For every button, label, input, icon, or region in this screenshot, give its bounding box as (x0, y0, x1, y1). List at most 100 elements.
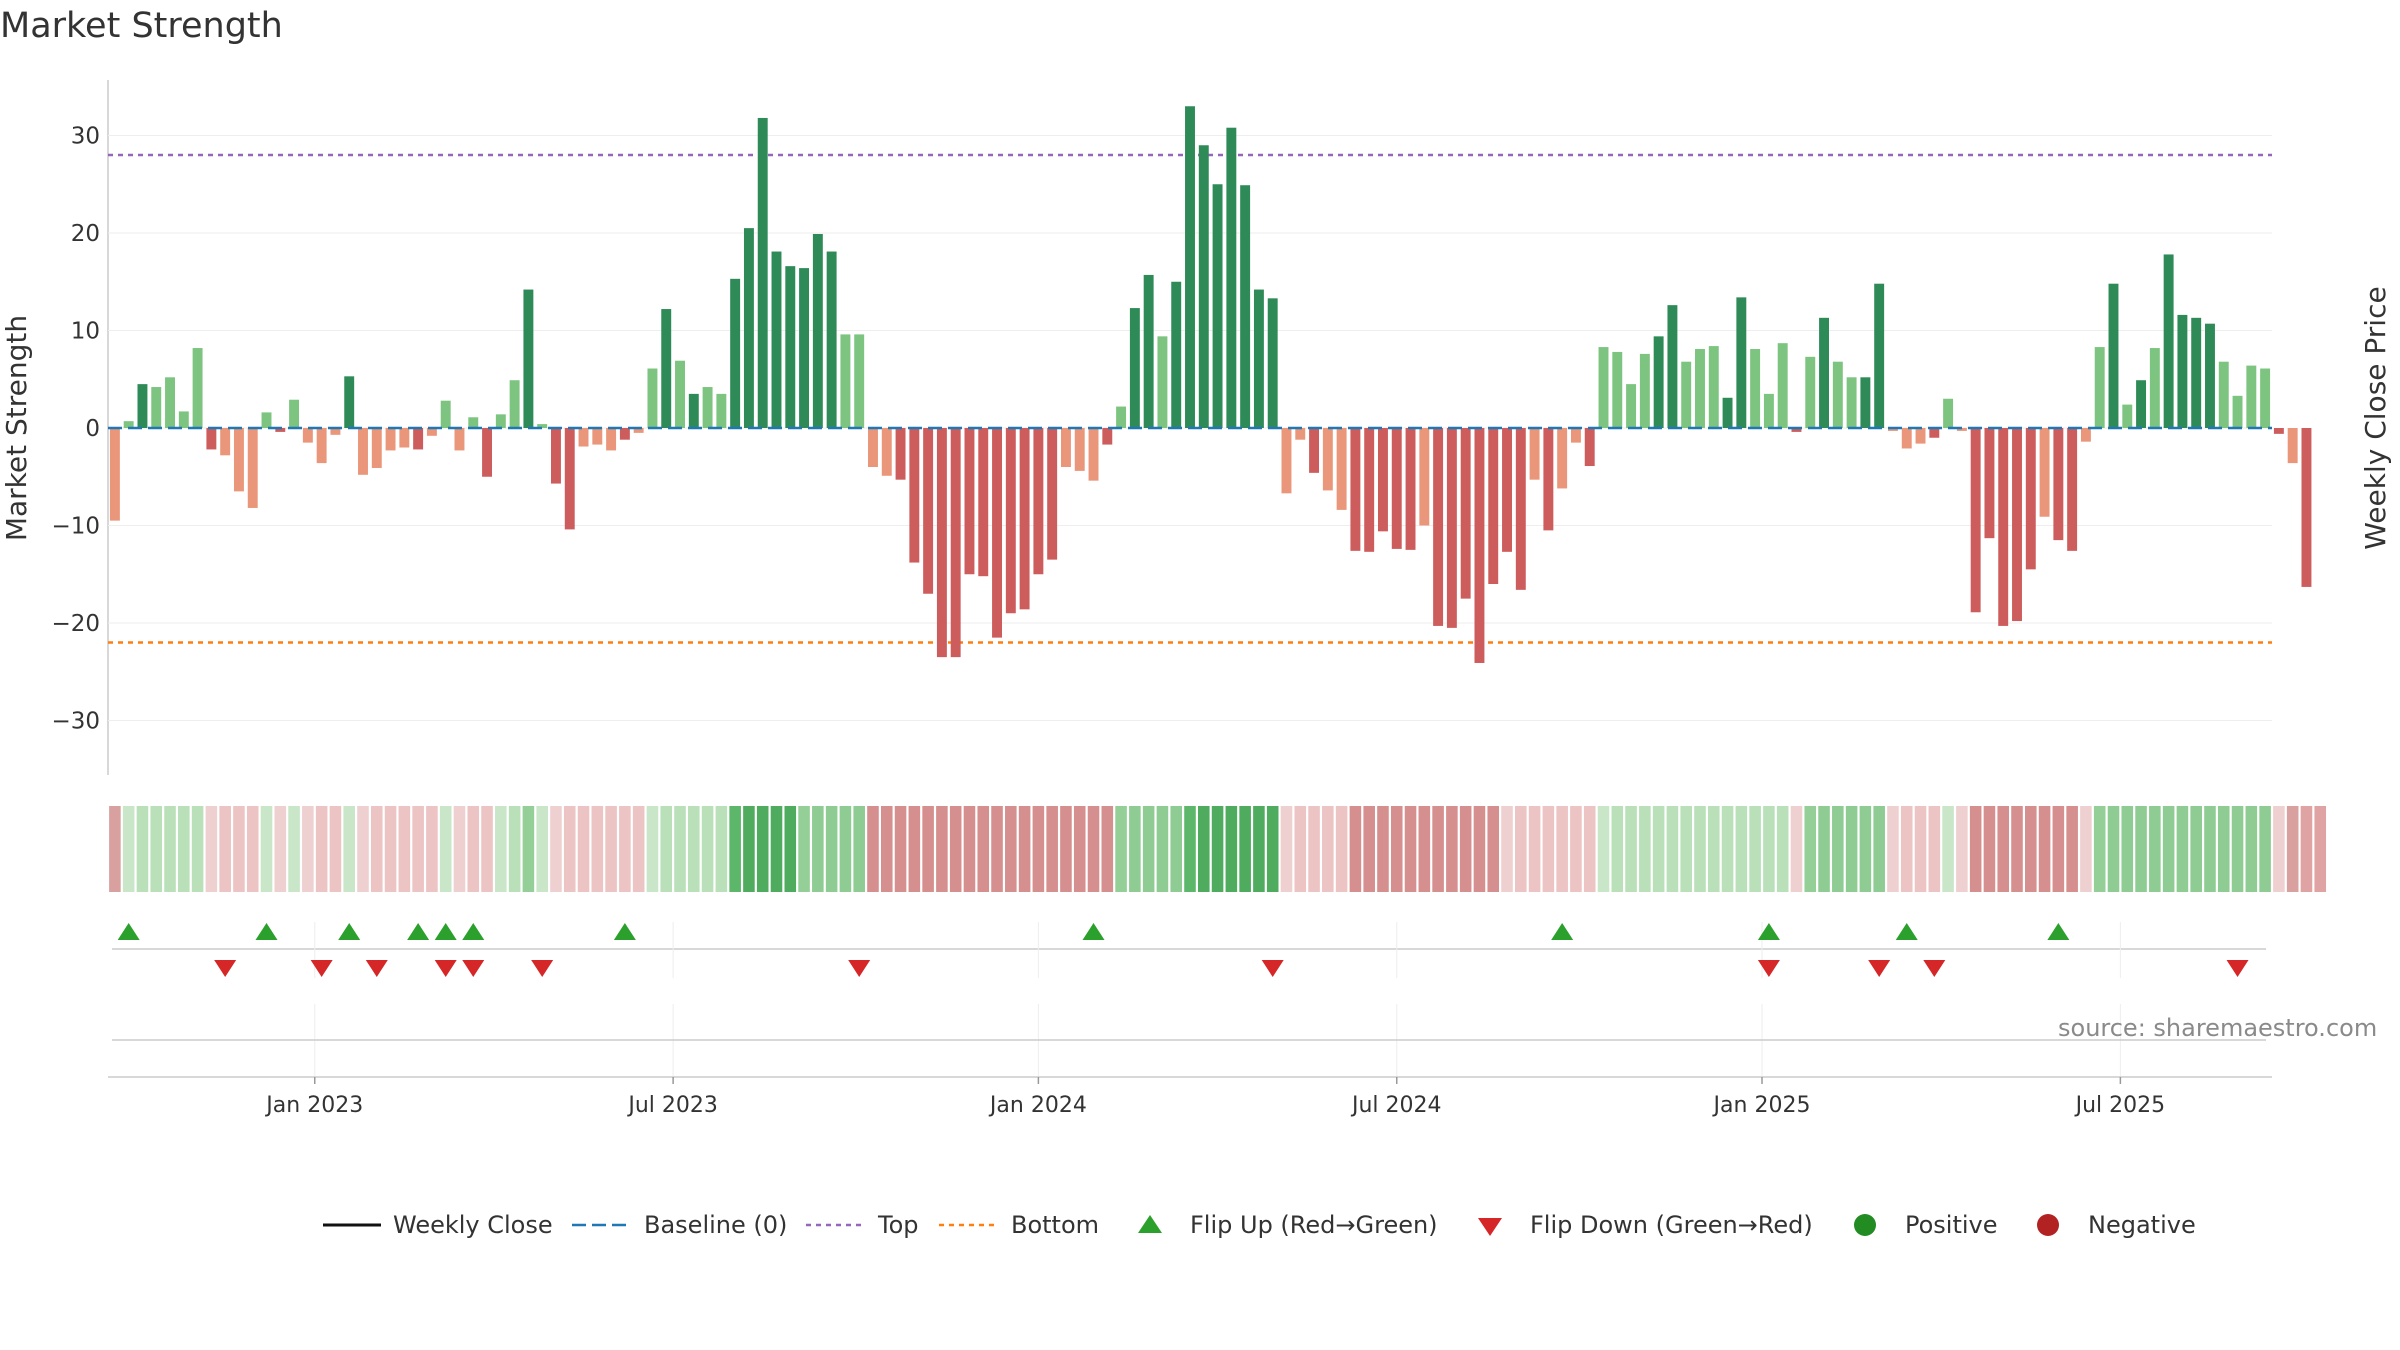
zone-cell (2038, 806, 2051, 892)
strength-bar (1915, 428, 1926, 444)
flip-down-marker (1757, 960, 1780, 977)
strength-bar (151, 387, 162, 428)
zone-cell (495, 806, 507, 892)
strength-bar (771, 251, 782, 428)
strength-bar (1943, 398, 1954, 428)
strength-bar (1667, 305, 1678, 428)
zone-cell (1253, 806, 1265, 892)
zone-cell (563, 806, 576, 892)
strength-bar (109, 428, 120, 521)
zone-cell (1639, 806, 1651, 892)
zone-cell (591, 806, 604, 892)
flip-down-marker (310, 960, 333, 977)
zone-cell (384, 806, 397, 892)
strength-bar (716, 393, 727, 428)
zone-cell (2162, 806, 2175, 892)
legend-swatch-positive (1854, 1214, 1876, 1236)
zone-cell (1983, 806, 1996, 892)
zone-cell (2025, 806, 2037, 892)
zone-cell (1625, 806, 1637, 892)
zone-cell (2149, 806, 2161, 892)
strength-bar (261, 412, 272, 428)
zone-cell (1018, 806, 1031, 892)
strength-bar (123, 421, 134, 428)
zone-cell (1542, 806, 1555, 892)
flip-up-marker (2047, 923, 2070, 940)
zone-cell (1707, 806, 1720, 892)
zone-cell (1142, 806, 1155, 892)
zone-cell (1335, 806, 1348, 892)
zone-cell (1473, 806, 1486, 892)
strength-bar (1722, 397, 1733, 428)
zone-cell (853, 806, 865, 892)
strength-bar (1143, 274, 1154, 428)
legend-swatch-flip-down (1478, 1218, 1502, 1236)
strength-bar (1557, 428, 1568, 489)
flip-down-marker (462, 960, 485, 977)
strength-bar (950, 428, 961, 658)
strength-bar (2218, 361, 2229, 428)
strength-bar (1763, 393, 1774, 428)
strength-bar (1529, 428, 1540, 480)
source-credit: source: sharemaestro.com (2058, 1014, 2378, 1042)
chart-title: Market Strength (0, 6, 283, 46)
legend-label: Bottom (1011, 1211, 1099, 1239)
zone-cell (1583, 806, 1596, 892)
zone-cell (1790, 806, 1803, 892)
strength-bar (1198, 145, 1209, 428)
zone-cell (122, 806, 135, 892)
zone-cell (812, 806, 824, 892)
strength-bar (1750, 349, 1761, 428)
zone-cell (2204, 806, 2216, 892)
strength-bar (2094, 347, 2105, 428)
strength-bar (647, 368, 658, 428)
strength-bar (1998, 428, 2009, 626)
strength-bar (1502, 428, 1512, 552)
zone-cell (1459, 806, 1472, 892)
strength-bar (509, 380, 520, 428)
y-tick-label: 0 (85, 416, 100, 442)
zone-cell (1446, 806, 1458, 892)
zone-cell (1032, 806, 1045, 892)
strength-bar (1984, 428, 1995, 539)
strength-bar (482, 428, 493, 477)
y2-axis-label: Weekly Close Price (2359, 286, 2392, 549)
zone-cell (798, 806, 810, 892)
x-tick-label: Jan 2025 (1712, 1093, 1811, 1118)
strength-bar (1970, 428, 1981, 613)
zone-cell (522, 806, 535, 892)
zone-cell (867, 806, 879, 892)
zone-cell (1390, 806, 1403, 892)
zone-cell (398, 806, 411, 892)
flip-up-marker (613, 923, 636, 940)
strength-bar (247, 428, 258, 508)
strength-bar (1874, 283, 1885, 428)
strength-bar (1350, 428, 1361, 551)
zone-cell (1322, 806, 1334, 892)
strength-bar (1433, 428, 1444, 626)
strength-bar (881, 428, 892, 476)
flip-down-marker (365, 960, 388, 977)
zone-cell (1087, 806, 1100, 892)
strength-bar (923, 428, 934, 594)
strength-bar (2177, 314, 2188, 428)
strength-bar (1570, 428, 1581, 443)
strength-bar (661, 309, 672, 428)
zone-cell (2176, 806, 2189, 892)
zone-cell (660, 806, 673, 892)
zone-cell (2190, 806, 2202, 892)
zone-cell (2052, 806, 2065, 892)
zone-cell (784, 806, 797, 892)
zone-cell (1280, 806, 1293, 892)
strength-bar (2149, 348, 2160, 428)
strength-bar (165, 377, 175, 428)
zone-cell (922, 806, 934, 892)
zone-cell (426, 806, 438, 892)
strength-bar (1695, 349, 1705, 428)
zone-cell (1763, 806, 1775, 892)
strength-bar (2260, 368, 2271, 428)
zone-cell (646, 806, 659, 892)
strength-bar (1322, 428, 1333, 491)
zone-cell (2300, 806, 2313, 892)
strength-bar (895, 428, 906, 480)
